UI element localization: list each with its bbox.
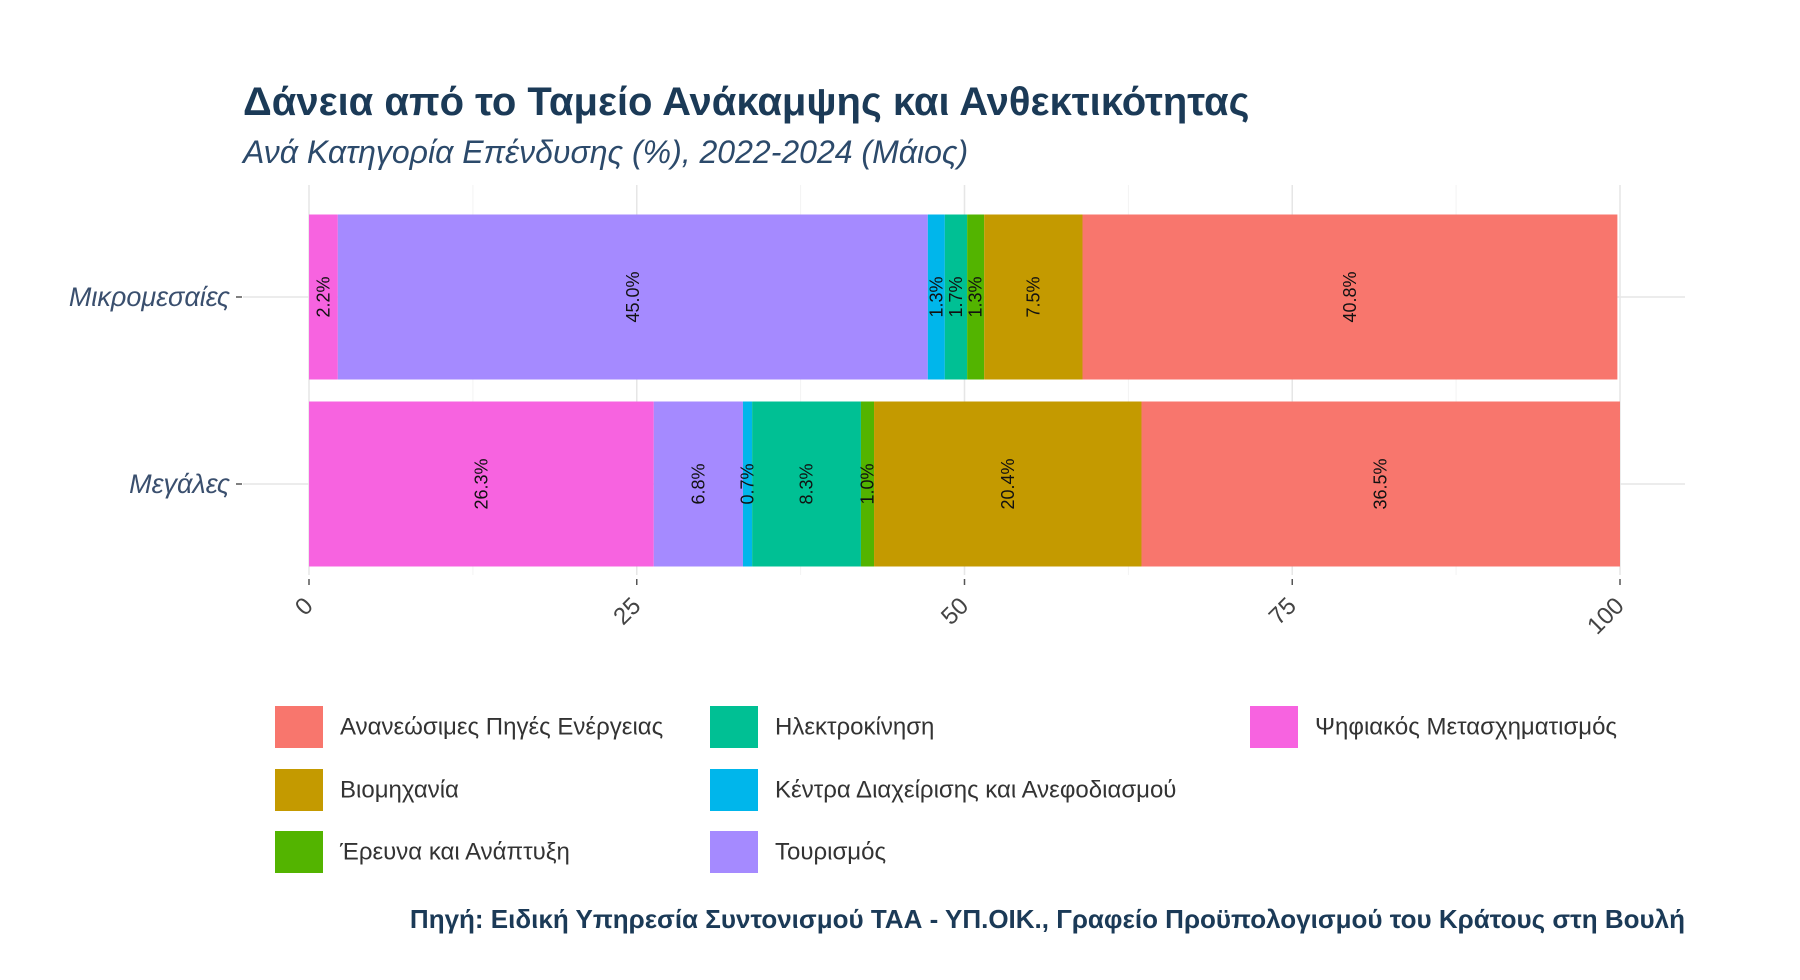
legend-label: Ψηφιακός Μετασχηματισμός: [1315, 714, 1617, 741]
bar-segment: [984, 214, 1083, 380]
chart-title: Δάνεια από το Ταμείο Ανάκαμψης και Ανθεκ…: [243, 80, 1249, 124]
legend-swatch: [710, 769, 758, 811]
segment-label: 6.8%: [688, 463, 708, 504]
bar-segment: [309, 214, 338, 380]
segment-label: 7.5%: [1023, 276, 1043, 317]
segment-label: 1.3%: [926, 276, 946, 317]
bar-segment: [752, 401, 861, 567]
y-axis-label: Μεγάλες: [129, 469, 231, 499]
segment-label: 45.0%: [623, 271, 643, 322]
segment-label: 1.7%: [946, 276, 966, 317]
legend-swatch: [275, 831, 323, 873]
legend-label: Κέντρα Διαχείρισης και Ανεφοδιασμού: [775, 777, 1176, 804]
bars: [309, 214, 1620, 567]
bar-segment: [944, 214, 968, 380]
chart-source: Πηγή: Ειδική Υπηρεσία Συντονισμού ΤΑΑ - …: [410, 904, 1685, 934]
chart-subtitle: Ανά Κατηγορία Επένδυσης (%), 2022-2024 (…: [241, 134, 968, 170]
segment-label: 0.7%: [738, 463, 758, 504]
segment-label: 8.3%: [797, 463, 817, 504]
segment-labels: 2.2% 45.0% 1.3% 1.7% 1.3% 7.5% 40.8% 26.3% 6.8% 0…: [313, 271, 1390, 509]
legend-label: Έρευνα και Ανάπτυξη: [339, 839, 570, 866]
x-tick-label: 25: [608, 592, 646, 630]
legend-label: Ηλεκτροκίνηση: [775, 714, 934, 741]
legend-swatch: [275, 706, 323, 748]
legend-label: Βιομηχανία: [340, 777, 459, 804]
segment-label: 26.3%: [471, 458, 491, 509]
bar-segment: [874, 401, 1142, 567]
x-tick-label: 75: [1264, 592, 1302, 630]
legend-label: Τουρισμός: [775, 839, 886, 866]
bar-segment: [1141, 401, 1620, 567]
segment-label: 2.2%: [313, 276, 333, 317]
bar-segment: [742, 401, 753, 567]
legend-swatch: [1250, 706, 1298, 748]
bar-segment: [967, 214, 985, 380]
bar-segment: [309, 401, 654, 567]
bar-segment: [337, 214, 928, 380]
x-tick-label: 0: [290, 592, 319, 621]
legend: Ανανεώσιμες Πηγές Ενέργειας Βιομηχανία Έρε…: [275, 706, 1617, 873]
legend-label: Ανανεώσιμες Πηγές Ενέργειας: [340, 714, 663, 741]
x-tick-label: 100: [1582, 592, 1629, 639]
segment-label: 1.0%: [857, 463, 877, 504]
segment-label: 20.4%: [998, 458, 1018, 509]
y-axis-label: Μικρομεσαίες: [69, 282, 231, 312]
bar-segment: [860, 401, 875, 567]
legend-swatch: [710, 831, 758, 873]
segment-label: 1.3%: [966, 276, 986, 317]
x-axis-ticks: 0 25 50 75 100: [290, 579, 1630, 640]
segment-label: 40.8%: [1340, 271, 1360, 322]
legend-swatch: [275, 769, 323, 811]
y-axis-labels: Μικρομεσαίες Μεγάλες: [69, 282, 242, 499]
bar-segment: [1082, 214, 1618, 380]
legend-swatch: [710, 706, 758, 748]
x-tick-label: 50: [936, 592, 974, 630]
bar-segment: [927, 214, 945, 380]
bar-segment: [653, 401, 743, 567]
segment-label: 36.5%: [1371, 458, 1391, 509]
